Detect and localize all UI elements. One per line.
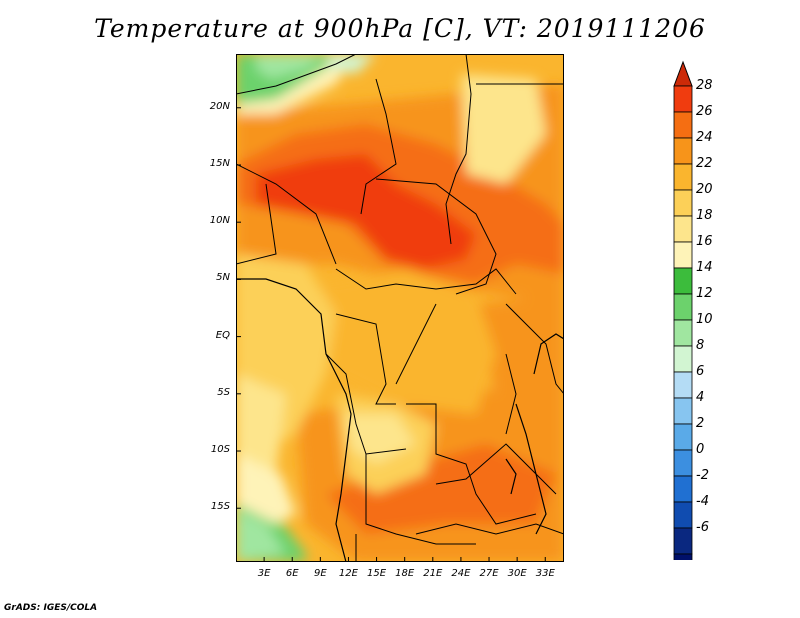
colorbar-label: 16 — [696, 234, 713, 249]
colorbar-box — [673, 319, 693, 347]
lon-label: 6E — [285, 568, 299, 579]
field-26-south — [326, 444, 556, 534]
colorbar-box — [673, 293, 693, 321]
colorbar-box — [673, 111, 693, 139]
lon-label: 24E — [451, 568, 471, 579]
colorbar-box — [673, 189, 693, 217]
lat-label: 10S — [210, 444, 230, 456]
colorbar-label: 28 — [696, 78, 713, 93]
colorbar-box — [673, 345, 693, 373]
lat-label: 15N — [209, 157, 230, 169]
colorbar-label: 24 — [696, 130, 713, 145]
colorbar-label: 26 — [696, 104, 713, 119]
map-title: Temperature at 900hPa [C], VT: 201911120… — [94, 14, 706, 43]
colorbar-label: 10 — [696, 312, 713, 327]
colorbar-box — [673, 163, 693, 191]
colorbar-boxes — [673, 60, 693, 560]
colorbar-box — [673, 423, 693, 451]
colorbar-label: 22 — [696, 156, 713, 171]
lon-label: 9E — [313, 568, 327, 579]
lon-label: 15E — [367, 568, 387, 579]
map-frame — [236, 54, 564, 562]
lon-label: 27E — [479, 568, 499, 579]
coastlines — [236, 278, 564, 562]
temperature-map — [236, 54, 564, 562]
field-8-north — [326, 54, 376, 74]
field-12-southwest — [236, 509, 286, 562]
lat-label: 15S — [210, 501, 230, 513]
lon-label: 18E — [395, 568, 415, 579]
colorbar-label: 4 — [696, 390, 705, 405]
colorbar-box — [673, 215, 693, 243]
colorbar-box — [673, 397, 693, 425]
colorbar-label: 0 — [696, 442, 705, 457]
colorbar-label: -4 — [696, 494, 709, 509]
colorbar-box — [673, 137, 693, 165]
lon-label: 33E — [535, 568, 555, 579]
field-26-car — [256, 154, 476, 269]
lon-label: 30E — [507, 568, 527, 579]
field-22-basin — [316, 269, 496, 414]
lat-label: EQ — [215, 329, 230, 341]
colorbar-label: 20 — [696, 182, 713, 197]
colorbar-box — [673, 241, 693, 269]
field-18-highlands — [346, 414, 416, 464]
colorbar — [673, 60, 693, 560]
colorbar-label: 8 — [696, 338, 705, 353]
lat-label: 5S — [217, 386, 230, 398]
field-10-north — [256, 54, 326, 79]
field-16-coast — [236, 454, 296, 524]
colorbar-label: 18 — [696, 208, 713, 223]
colorbar-label: 2 — [696, 416, 705, 431]
colorbar-label: 6 — [696, 364, 705, 379]
country-borders — [236, 54, 564, 562]
colorbar-label: -6 — [696, 520, 709, 535]
colorbar-box — [673, 553, 693, 560]
colorbar-label: 12 — [696, 286, 713, 301]
lon-label: 12E — [338, 568, 358, 579]
lat-label: 20N — [209, 100, 230, 112]
colorbar-box — [673, 527, 693, 555]
colorbar-label: -2 — [696, 468, 709, 483]
lon-label: 21E — [423, 568, 443, 579]
field-20-east — [461, 74, 546, 184]
lon-label: 3E — [257, 568, 271, 579]
map-canvas — [236, 54, 564, 562]
colorbar-box — [673, 449, 693, 477]
credit-text: GrADS: IGES/COLA — [4, 603, 98, 613]
colorbar-label: 14 — [696, 260, 713, 275]
lat-label: 5N — [216, 272, 230, 284]
colorbar-box — [673, 475, 693, 503]
axis-ticks — [236, 107, 546, 562]
colorbar-top-arrow — [673, 60, 693, 87]
colorbar-box — [673, 85, 693, 113]
field-24-east — [476, 294, 564, 444]
colorbar-box — [673, 371, 693, 399]
colorbar-box — [673, 267, 693, 295]
colorbar-box — [673, 501, 693, 529]
lat-label: 10N — [209, 215, 230, 227]
